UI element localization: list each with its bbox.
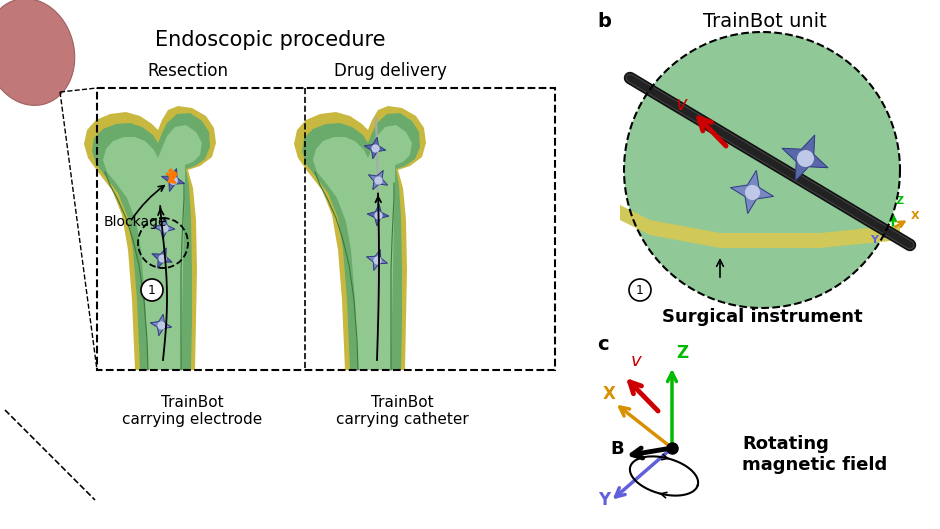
Text: Z: Z bbox=[676, 344, 688, 362]
Text: Endoscopic procedure: Endoscopic procedure bbox=[155, 30, 385, 50]
Polygon shape bbox=[103, 125, 202, 370]
Polygon shape bbox=[302, 113, 420, 370]
Text: X: X bbox=[603, 385, 616, 403]
Text: Resection: Resection bbox=[148, 62, 228, 80]
Text: X: X bbox=[911, 211, 920, 221]
Polygon shape bbox=[367, 250, 387, 270]
Polygon shape bbox=[294, 106, 426, 370]
Text: $\it{v}$: $\it{v}$ bbox=[630, 352, 643, 370]
Polygon shape bbox=[620, 205, 900, 248]
Text: c: c bbox=[597, 335, 608, 354]
Polygon shape bbox=[84, 106, 216, 370]
Polygon shape bbox=[367, 204, 389, 226]
Text: Z: Z bbox=[895, 196, 903, 206]
Ellipse shape bbox=[0, 0, 75, 105]
Text: b: b bbox=[597, 12, 611, 31]
Text: Drug delivery: Drug delivery bbox=[334, 62, 446, 80]
Polygon shape bbox=[150, 314, 172, 336]
Polygon shape bbox=[153, 217, 175, 239]
Polygon shape bbox=[166, 169, 177, 183]
Text: Rotating
magnetic field: Rotating magnetic field bbox=[742, 435, 887, 474]
Polygon shape bbox=[782, 135, 828, 181]
Circle shape bbox=[624, 32, 900, 308]
Text: TrainBot
carrying electrode: TrainBot carrying electrode bbox=[122, 395, 262, 427]
Text: Y: Y bbox=[599, 491, 611, 509]
Polygon shape bbox=[313, 125, 412, 370]
Polygon shape bbox=[92, 113, 210, 370]
Text: Blockage: Blockage bbox=[104, 215, 167, 229]
Polygon shape bbox=[368, 170, 387, 190]
Text: 1: 1 bbox=[149, 284, 156, 296]
Circle shape bbox=[629, 279, 651, 301]
Text: $\it{v}$: $\it{v}$ bbox=[675, 95, 689, 114]
Text: TrainBot
carrying catheter: TrainBot carrying catheter bbox=[336, 395, 468, 427]
Polygon shape bbox=[166, 169, 177, 183]
Text: B: B bbox=[610, 440, 623, 458]
Polygon shape bbox=[730, 170, 774, 214]
Polygon shape bbox=[152, 248, 172, 268]
Circle shape bbox=[141, 279, 163, 301]
Text: 1: 1 bbox=[636, 284, 644, 296]
Text: Surgical instrument: Surgical instrument bbox=[662, 308, 862, 326]
Bar bbox=[97, 88, 555, 370]
Text: TrainBot unit: TrainBot unit bbox=[703, 12, 827, 31]
Polygon shape bbox=[364, 137, 385, 159]
Text: Y: Y bbox=[870, 234, 878, 244]
Polygon shape bbox=[162, 169, 184, 191]
